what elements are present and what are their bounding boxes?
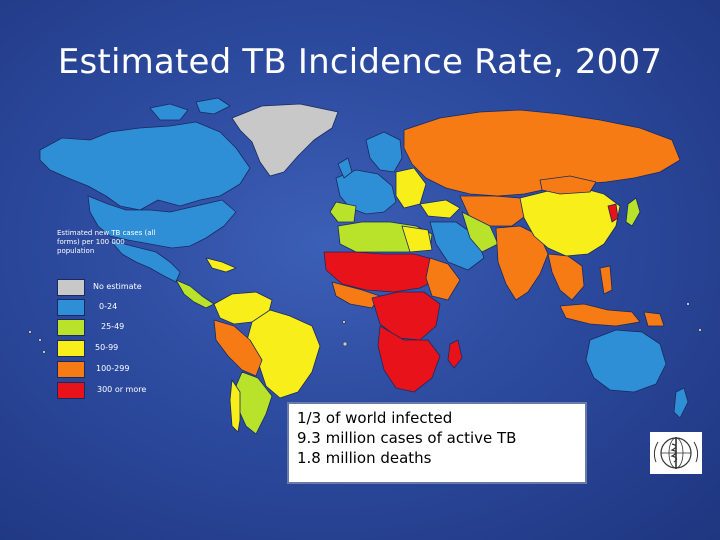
region-arctic-islands [149, 103, 189, 121]
region-australia [585, 329, 667, 393]
region-madagascar [447, 339, 463, 369]
region-indonesia [559, 303, 641, 327]
legend-label: 0-24 [99, 302, 118, 311]
region-canada [39, 121, 251, 211]
island-marker [28, 330, 32, 334]
region-mongolia [539, 175, 597, 195]
legend-swatch [57, 299, 85, 316]
region-iberia [329, 201, 357, 223]
region-central-africa [371, 291, 441, 341]
region-png [643, 311, 665, 327]
island-marker [342, 320, 346, 324]
legend-swatch [57, 319, 85, 336]
region-chile [229, 379, 241, 433]
region-south-asia [495, 225, 549, 301]
region-usa [87, 195, 237, 249]
region-western-europe [335, 169, 397, 215]
region-peru-bolivia [213, 319, 263, 377]
info-line-cases: 9.3 million cases of active TB [297, 429, 517, 447]
region-horn-africa [425, 257, 461, 301]
info-line-infected: 1/3 of world infected [297, 409, 453, 427]
island-marker [698, 328, 702, 332]
legend-caption: Estimated new TB cases (all forms) per 1… [57, 229, 156, 255]
who-emblem-icon [650, 432, 702, 474]
island-marker [686, 302, 690, 306]
region-caribbean [205, 257, 237, 273]
legend-swatch [57, 340, 85, 357]
island-marker [38, 338, 42, 342]
region-central-america [175, 279, 215, 309]
island-marker [342, 341, 348, 347]
info-line-deaths: 1.8 million deaths [297, 449, 432, 467]
legend-swatch [57, 382, 85, 399]
region-southeast-asia [547, 253, 585, 301]
region-japan [625, 197, 641, 227]
region-scandinavia [365, 131, 403, 173]
region-turkey [419, 199, 461, 219]
island-marker [42, 350, 46, 354]
legend-label: 25-49 [101, 322, 125, 331]
region-southern-africa [377, 325, 441, 393]
legend-swatch [57, 361, 85, 378]
region-greenland [231, 103, 339, 177]
legend-swatch [57, 279, 85, 296]
region-uk [337, 157, 353, 179]
info-box: 1/3 of world infected 9.3 million cases … [287, 402, 587, 484]
region-philippines [599, 265, 613, 295]
region-iran [461, 211, 499, 253]
region-korea [607, 203, 619, 223]
region-russia [403, 109, 681, 197]
slide-title: Estimated TB Incidence Rate, 2007 [57, 42, 663, 82]
legend-label: 50-99 [95, 343, 119, 352]
region-arctic-islands-2 [195, 97, 231, 115]
region-egypt [401, 225, 433, 253]
region-new-zealand [673, 387, 689, 419]
region-mexico [109, 239, 181, 283]
region-west-africa [331, 281, 381, 309]
legend-label: 300 or more [97, 385, 147, 394]
legend-label: 100-299 [96, 364, 130, 373]
legend-label: No estimate [93, 282, 142, 291]
